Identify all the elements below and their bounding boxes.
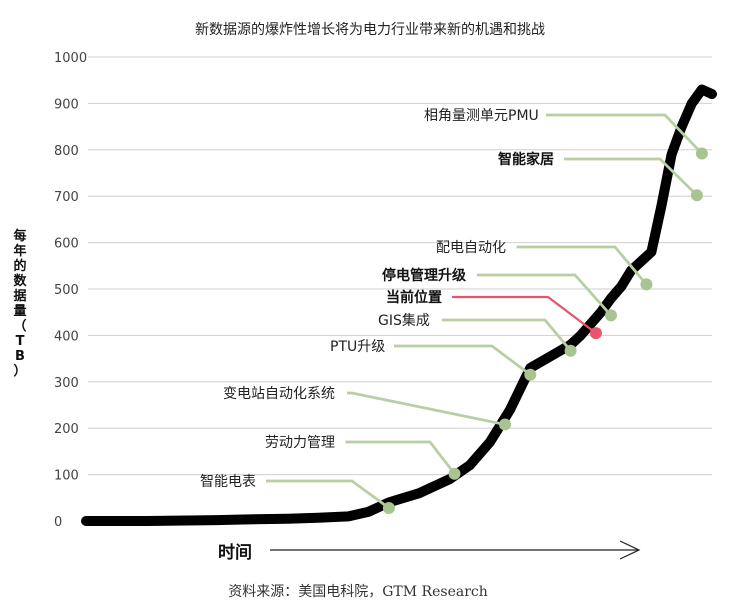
y-tick-label: 0 <box>54 515 62 530</box>
data-line-group <box>81 84 717 526</box>
data-line <box>81 84 717 526</box>
y-tick-label: 400 <box>54 329 79 344</box>
y-tick-label: 500 <box>54 283 79 298</box>
annotation-label: 变电站自动化系统 <box>223 386 335 402</box>
annotation: 相角量测单元PMU <box>424 108 708 160</box>
annotation-label: 相角量测单元PMU <box>424 108 539 124</box>
y-tick-label: 100 <box>54 469 79 484</box>
annotation-marker <box>564 344 577 357</box>
source-note: 资料来源：美国电科院，GTM Research <box>228 584 488 600</box>
annotation-marker <box>524 368 537 381</box>
annotation-marker <box>382 502 395 514</box>
annotation-marker <box>499 418 511 431</box>
annotation-label: PTU升级 <box>330 339 385 355</box>
annotation-leader <box>564 157 698 197</box>
annotation-leader <box>477 273 613 317</box>
y-tick-label: 900 <box>54 97 79 112</box>
annotation-marker <box>690 189 703 202</box>
annotation: 变电站自动化系统 <box>223 386 511 431</box>
annotation: 智能家居 <box>497 151 703 202</box>
annotation-leader <box>452 295 597 334</box>
annotation-leader <box>394 344 532 376</box>
annotations: 智能电表 劳动力管理 变电站自动化系统 PTU升级 GIS集成 当前位置 停电管理升级 配电自… <box>200 108 708 514</box>
annotation-leader <box>347 391 506 426</box>
annotation: 配电自动化 <box>436 240 653 291</box>
annotation: GIS集成 <box>378 312 577 357</box>
annotation-label: 当前位置 <box>386 289 442 306</box>
chart-title: 新数据源的爆炸性增长将为电力行业带来新的机遇和挑战 <box>195 22 545 38</box>
time-arrow-icon <box>270 540 641 560</box>
annotation-leader <box>546 113 703 155</box>
y-tick-label: 1000 <box>54 51 87 66</box>
y-tick-label: 800 <box>54 144 79 159</box>
annotation-label: 智能电表 <box>200 474 256 490</box>
annotation-label: 停电管理升级 <box>382 267 467 284</box>
annotation: 当前位置 <box>386 289 602 340</box>
annotation-marker <box>589 327 602 340</box>
annotation-leader <box>345 440 456 475</box>
annotation-label: GIS集成 <box>378 312 430 329</box>
annotation-leader <box>442 318 572 352</box>
annotation-label: 智能家居 <box>497 151 554 168</box>
y-axis-ticks: 0 100 200 300 400 500 600 700 800 900 1000 <box>54 51 87 530</box>
annotation-marker <box>695 147 708 160</box>
y-tick-label: 600 <box>54 237 79 252</box>
annotation: 停电管理升级 <box>382 267 617 322</box>
annotation: 智能电表 <box>200 474 395 514</box>
y-tick-label: 700 <box>54 190 79 205</box>
y-tick-label: 200 <box>54 422 79 437</box>
grid-lines <box>88 56 712 476</box>
annotation-label: 劳动力管理 <box>265 435 335 451</box>
annotation: 劳动力管理 <box>265 435 461 480</box>
annotation-leader <box>516 245 648 286</box>
annotation-leader <box>266 479 390 510</box>
annotation-marker <box>640 278 653 291</box>
annotation: PTU升级 <box>330 339 537 381</box>
y-axis-label: 每年的数据量（ T B） <box>13 228 27 379</box>
annotation-marker <box>448 467 461 480</box>
x-axis-label: 时间 <box>218 542 252 563</box>
y-tick-label: 300 <box>54 376 79 391</box>
annotation-label: 配电自动化 <box>436 240 506 256</box>
annotation-marker <box>605 309 617 322</box>
